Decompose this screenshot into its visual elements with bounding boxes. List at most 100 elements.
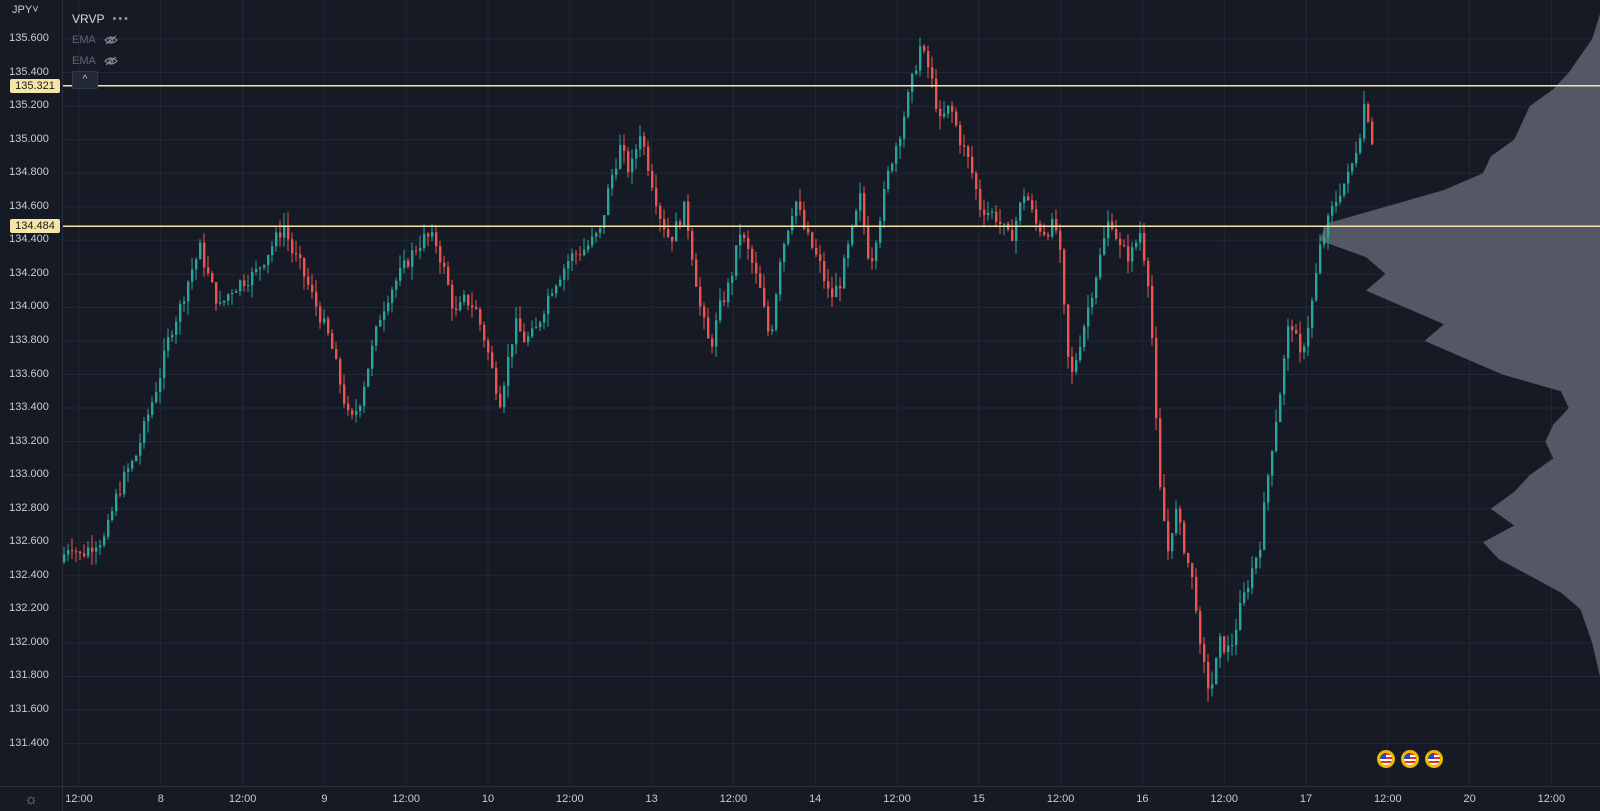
candle-body — [807, 228, 810, 233]
candle-body — [955, 111, 958, 126]
candle-body — [475, 307, 478, 310]
x-tick-label: 20 — [1463, 793, 1476, 805]
candle-body — [351, 410, 354, 415]
candle-body — [415, 250, 418, 252]
y-tick-label: 133.200 — [9, 434, 49, 447]
candle-body — [915, 70, 918, 74]
symbol-selector[interactable]: JPY˅ — [12, 4, 39, 16]
candle-body — [223, 300, 226, 303]
candle-body — [655, 187, 658, 206]
candle-body — [691, 231, 694, 260]
level-price-tag[interactable]: 135.321 — [10, 78, 60, 93]
candle-body — [275, 232, 278, 247]
candle-body — [391, 289, 394, 303]
candle-body — [1207, 661, 1210, 689]
us-flag-icon[interactable] — [1377, 750, 1395, 768]
gear-icon[interactable]: ☼ — [0, 786, 63, 811]
candle-body — [571, 253, 574, 262]
candle-body — [823, 261, 826, 282]
candle-body — [487, 340, 490, 353]
candle-body — [839, 285, 842, 289]
candle-body — [447, 266, 450, 285]
candle-body — [639, 136, 642, 150]
candle-body — [179, 303, 182, 322]
candle-body — [831, 288, 834, 298]
eye-off-icon[interactable] — [104, 56, 118, 66]
price-axis[interactable]: 135.600 135.400 135.200 135.000 134.800 134.6… — [0, 0, 63, 786]
candle-body — [1227, 645, 1230, 653]
candle-body — [511, 344, 514, 357]
candle-body — [323, 318, 326, 323]
us-flag-icon[interactable] — [1401, 750, 1419, 768]
candle-body — [983, 209, 986, 216]
legend-row-ema[interactable]: EMA — [72, 29, 130, 50]
candle-body — [1119, 238, 1122, 246]
candle-body — [951, 105, 954, 112]
candle-body — [759, 273, 762, 288]
candle-body — [291, 239, 294, 254]
candle-body — [991, 211, 994, 213]
eye-off-icon[interactable] — [104, 35, 118, 45]
candle-body — [979, 188, 982, 210]
y-tick-label: 135.600 — [9, 32, 49, 44]
candle-body — [703, 306, 706, 318]
x-tick-label: 8 — [157, 793, 164, 805]
candle-body — [543, 314, 546, 323]
legend-row-ema[interactable]: EMA — [72, 50, 130, 71]
candle-body — [103, 536, 106, 546]
candle-body — [1319, 244, 1322, 274]
candle-body — [419, 247, 422, 251]
candle-body — [975, 173, 978, 189]
candle-body — [1291, 326, 1294, 331]
candle-body — [1083, 326, 1086, 347]
us-flag-icon[interactable] — [1425, 750, 1443, 768]
candle-body — [147, 414, 150, 422]
legend-row-vrvp[interactable]: VRVP ••• — [72, 8, 130, 29]
candle-body — [479, 309, 482, 325]
candle-body — [591, 236, 594, 246]
candle-body — [107, 519, 110, 537]
y-tick-label: 134.000 — [9, 300, 49, 313]
candle-body — [859, 193, 862, 211]
candle-body — [971, 156, 974, 174]
candle-body — [667, 229, 670, 237]
y-tick-label: 135.400 — [9, 65, 49, 78]
x-tick-label: 12:00 — [392, 793, 420, 805]
candle-body — [395, 280, 398, 290]
candle-body — [371, 345, 374, 369]
candle-body — [575, 253, 578, 255]
candle-body — [307, 276, 310, 285]
candle-body — [871, 258, 874, 261]
volume-profile — [1319, 13, 1600, 677]
time-axis[interactable]: 12:00 8 12:00 9 12:00 10 12:00 13 12:00 14 12:00 15… — [62, 786, 1600, 811]
candle-body — [1335, 202, 1338, 207]
level-price-tag[interactable]: 134.484 — [10, 219, 60, 234]
y-tick-label: 131.600 — [9, 703, 49, 715]
candle-body — [219, 302, 222, 304]
candle-body — [879, 220, 882, 243]
candle-body — [483, 324, 486, 341]
candle-body — [63, 554, 66, 563]
y-tick-label: 132.800 — [9, 501, 49, 514]
candle-body — [127, 468, 130, 472]
candle-body — [139, 442, 142, 456]
candle-body — [1339, 195, 1342, 203]
candle-body — [1323, 237, 1326, 245]
y-tick-label: 133.400 — [9, 401, 49, 414]
more-options-icon[interactable]: ••• — [112, 12, 131, 25]
candle-body — [407, 260, 410, 267]
candle-body — [427, 233, 430, 237]
candle-body — [1299, 333, 1302, 353]
candle-body — [1079, 346, 1082, 360]
candle-body — [763, 287, 766, 307]
candle-body — [155, 391, 158, 403]
candle-body — [1139, 233, 1142, 243]
candle-body — [119, 493, 122, 495]
candle-body — [863, 193, 866, 226]
candle-body — [755, 262, 758, 274]
collapse-legend-button[interactable]: ^ — [72, 71, 98, 89]
candle-body — [1263, 502, 1266, 550]
x-tick-label: 12:00 — [228, 793, 257, 805]
candle-body — [799, 201, 802, 210]
